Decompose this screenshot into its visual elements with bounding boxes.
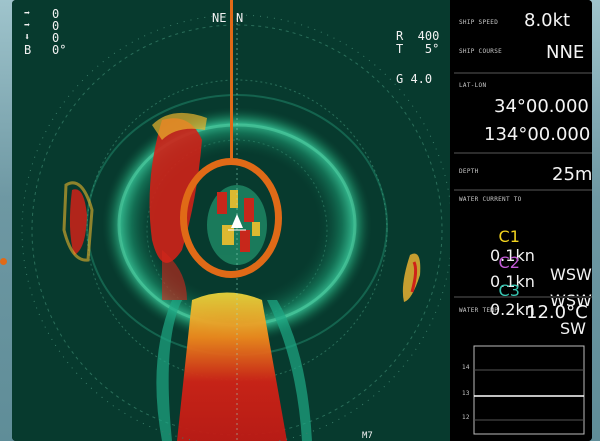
bottom-prefix: B xyxy=(24,43,32,57)
current-speed: 0.2kn xyxy=(490,300,535,319)
data-panel: SHIP SPEED 8.0kt SHIP COURSE NNE LAT-LON… xyxy=(454,0,592,441)
temp-graph-frame xyxy=(473,345,585,435)
readout-3: 0 xyxy=(52,31,60,45)
current-id: C2 xyxy=(498,253,520,272)
water-current-label: WATER CURRENT TO xyxy=(459,196,522,203)
current-direction: SW xyxy=(560,319,586,338)
current-direction: WSW xyxy=(550,265,592,284)
current-direction: WSW xyxy=(550,291,592,310)
speed-arrow-icon: ➡ xyxy=(24,8,31,19)
ship-course-label: SHIP COURSE xyxy=(459,48,503,55)
water-temp-value: 12.0°C xyxy=(526,302,588,323)
temp-axis-label: 14 xyxy=(462,364,470,371)
water-temp-graph: 14 13 12 xyxy=(462,340,588,438)
depth-value: 25m xyxy=(552,164,592,185)
divider xyxy=(454,296,592,298)
current-id: C3 xyxy=(498,281,520,300)
divider xyxy=(454,189,592,191)
current-row-c3: C3 0.2kn SW xyxy=(468,262,586,357)
latlon-label: LAT-LON xyxy=(459,82,487,89)
divider xyxy=(454,152,592,154)
current-speed: 0.1kn xyxy=(490,246,535,265)
bottom-label: M7 xyxy=(362,431,373,441)
fish-school-highlight-circle xyxy=(180,158,282,278)
current-row-c2: C2 0.1kn WSW xyxy=(468,234,592,329)
current-speed: 0.1kn xyxy=(490,272,535,291)
latitude-value: 34°00.000 xyxy=(494,96,589,117)
ship-speed-label: SHIP SPEED xyxy=(459,19,499,26)
heading-label: NE xyxy=(212,11,227,25)
current-row-c1: C1 0.1kn WSW xyxy=(468,208,592,303)
north-label: N xyxy=(236,11,244,25)
range-readout: R 400 xyxy=(396,29,440,43)
water-temp-label: WATER TEMP xyxy=(459,307,499,314)
readout-1: 0 xyxy=(52,7,60,21)
depth-label: DEPTH xyxy=(459,168,479,175)
tilt-readout: T 5° xyxy=(396,42,440,56)
longitude-value: 134°00.000 xyxy=(484,124,591,145)
down-arrow-icon: ⬇ xyxy=(24,32,31,43)
course-arrow-icon: ➡ xyxy=(24,20,31,31)
ship-speed-value: 8.0kt xyxy=(524,10,571,31)
sonar-display-screen: ➡ ➡ ⬇ B 0 0 0 0° NE N R 400 T 5° G 4.0 M… xyxy=(12,0,592,441)
readout-4: 0° xyxy=(52,43,67,57)
temp-axis-label: 12 xyxy=(462,414,470,421)
gain-readout: G 4.0 xyxy=(396,72,433,86)
readout-2: 0 xyxy=(52,19,60,33)
temp-axis-label: 13 xyxy=(462,390,470,397)
callout-dot xyxy=(0,258,7,265)
divider xyxy=(454,72,592,74)
current-id: C1 xyxy=(498,227,520,246)
ship-course-value: NNE xyxy=(546,42,585,63)
callout-line xyxy=(230,0,233,160)
